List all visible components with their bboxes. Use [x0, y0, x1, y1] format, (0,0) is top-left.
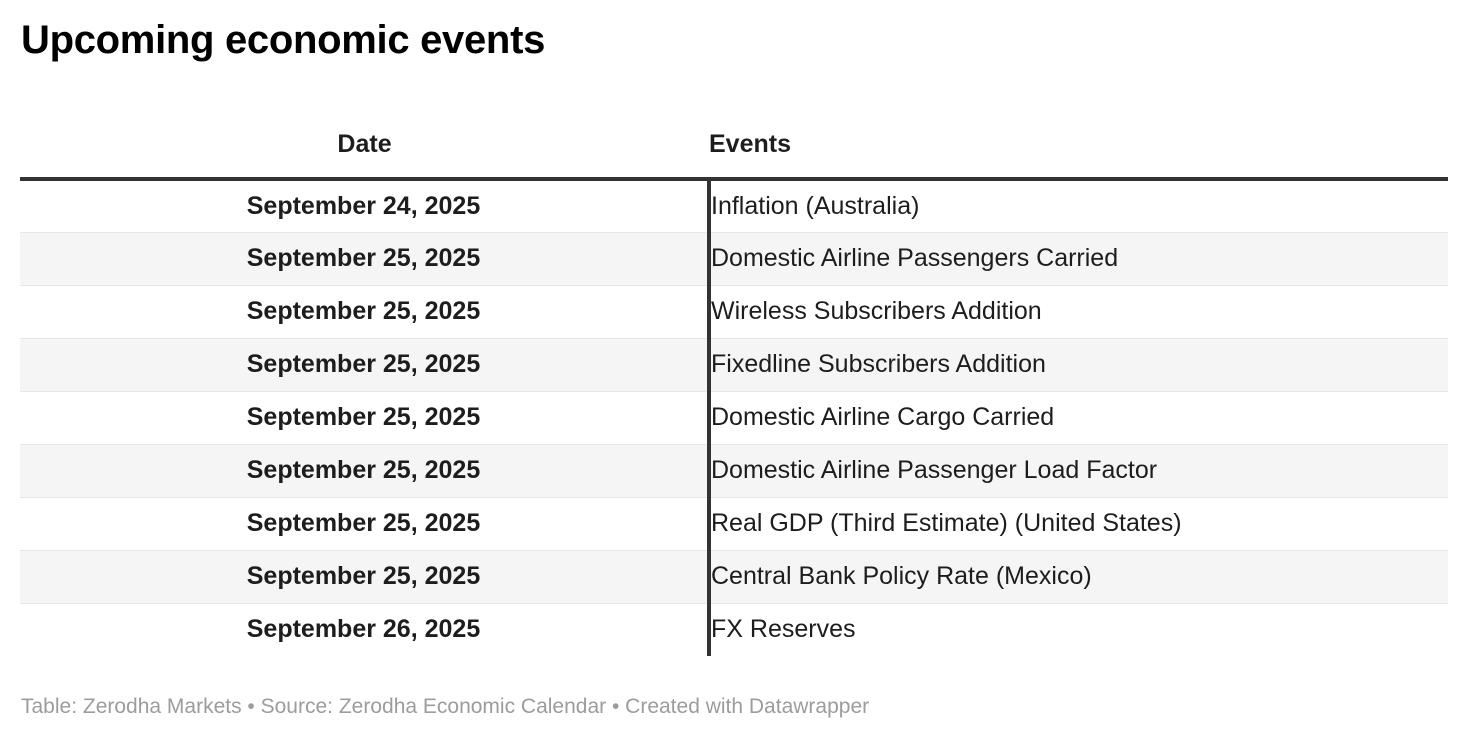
table-row: September 25, 2025 Domestic Airline Carg… — [20, 390, 1448, 444]
event-cell: Domestic Airline Passengers Carried — [709, 231, 1448, 285]
date-cell: September 26, 2025 — [20, 602, 711, 656]
table-row: September 25, 2025 Domestic Airline Pass… — [20, 443, 1448, 497]
event-cell: Real GDP (Third Estimate) (United States… — [709, 496, 1448, 550]
event-cell: Inflation (Australia) — [711, 191, 920, 220]
table-row: September 26, 2025 FX Reserves — [20, 602, 1448, 656]
column-header-date: Date — [20, 129, 709, 181]
event-cell: Domestic Airline Cargo Carried — [709, 390, 1448, 444]
page-title: Upcoming economic events — [21, 18, 546, 62]
economic-events-table: Date Events September 24, 2025 Inflation… — [20, 129, 1448, 656]
column-header-events: Events — [709, 129, 1448, 181]
date-cell: September 25, 2025 — [20, 231, 711, 285]
table-row: September 25, 2025 Domestic Airline Pass… — [20, 231, 1448, 285]
table-row: September 25, 2025 Wireless Subscribers … — [20, 284, 1448, 338]
table-row: September 25, 2025 Fixedline Subscribers… — [20, 337, 1448, 391]
date-cell: September 25, 2025 — [20, 284, 711, 338]
table-row: September 25, 2025 Central Bank Policy R… — [20, 549, 1448, 603]
date-cell: September 25, 2025 — [20, 337, 711, 391]
header-row: Date Events — [20, 129, 1448, 181]
date-cell: September 25, 2025 — [20, 443, 711, 497]
event-cell: Central Bank Policy Rate (Mexico) — [709, 549, 1448, 603]
event-cell: Domestic Airline Passenger Load Factor — [709, 443, 1448, 497]
event-cell: Fixedline Subscribers Addition — [709, 337, 1448, 391]
date-cell: September 25, 2025 — [20, 549, 711, 603]
date-cell: September 25, 2025 — [20, 390, 711, 444]
table-row: September 24, 2025 Inflation (Australia) — [20, 179, 1448, 232]
date-cell: September 25, 2025 — [20, 496, 711, 550]
attribution-footer: Table: Zerodha Markets • Source: Zerodha… — [21, 695, 870, 718]
event-cell: Wireless Subscribers Addition — [709, 284, 1448, 338]
date-cell: September 24, 2025 — [20, 179, 711, 232]
event-cell: FX Reserves — [709, 602, 1448, 656]
table-row: September 25, 2025 Real GDP (Third Estim… — [20, 496, 1448, 550]
